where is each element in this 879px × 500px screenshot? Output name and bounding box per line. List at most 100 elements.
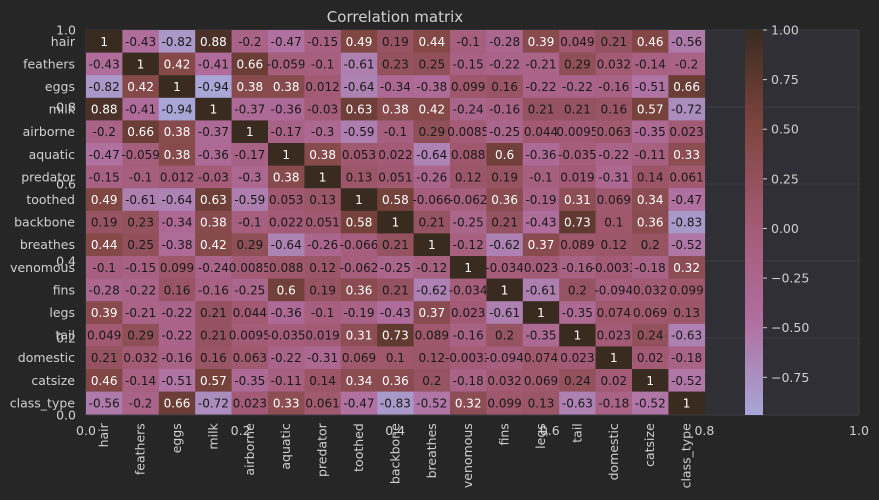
heatmap-cell: [522, 233, 560, 257]
heatmap-cell: [559, 165, 596, 189]
cell-value-label: -0.41: [125, 103, 156, 117]
cell-value-label: 0.023: [669, 125, 703, 139]
column-label: eggs: [169, 423, 184, 453]
heatmap-cell: [86, 143, 123, 166]
cell-value-label: 0.023: [524, 261, 558, 275]
heatmap-cell: [304, 97, 342, 121]
cell-value-label: 0.089: [415, 329, 449, 343]
cell-value-label: 0.63: [346, 103, 373, 117]
overlay-x-tick-label: 0.8: [694, 423, 714, 438]
heatmap-cell: [522, 256, 560, 279]
cell-value-label: 0.069: [342, 351, 376, 365]
heatmap-cell: [668, 233, 706, 257]
cell-value-label: 0.061: [669, 170, 703, 184]
colorbar-tick-label: 0.00: [771, 221, 799, 236]
heatmap-cell: [450, 120, 487, 144]
heatmap-cell: [377, 369, 414, 392]
cell-value-label: 0.012: [160, 170, 194, 184]
cell-value-label: 0.42: [418, 103, 445, 117]
row-label: legs: [49, 305, 75, 320]
heatmap-cell: [450, 346, 487, 370]
cell-value-label: 0.34: [346, 374, 373, 388]
heatmap-cell: [450, 97, 487, 121]
cell-value-label: -0.12: [416, 261, 447, 275]
cell-value-label: -0.52: [671, 238, 702, 252]
heatmap-cell: [595, 210, 633, 234]
heatmap-cell: [486, 165, 524, 189]
column-label: predator: [315, 422, 330, 477]
heatmap-cell: [486, 120, 524, 144]
heatmap-cell: [632, 391, 669, 415]
cell-value-label: 0.19: [91, 216, 118, 230]
heatmap-cell: [340, 301, 378, 325]
heatmap-cell: [595, 97, 633, 121]
cell-value-label: -0.034: [449, 283, 488, 297]
cell-value-label: 1: [428, 238, 436, 252]
cell-value-label: 0.32: [673, 261, 700, 275]
cell-value-label: -0.63: [671, 329, 702, 343]
heatmap-cell: [486, 233, 524, 257]
cell-value-label: 0.21: [528, 103, 555, 117]
cell-value-label: -0.19: [525, 193, 556, 207]
heatmap-cell: [522, 143, 560, 166]
heatmap-cell: [158, 143, 196, 166]
cell-value-label: 0.42: [127, 80, 154, 94]
colorbar: 1.00 0.75 0.50 0.25 0.00 −0.25 −0.50 −0.75: [745, 23, 809, 415]
heatmap-cell: [340, 97, 378, 121]
cell-value-label: 0.21: [564, 103, 591, 117]
cell-value-label: 0.1: [386, 351, 405, 365]
overlay-y-tick-label: 0.6: [56, 177, 76, 192]
cell-value-label: 0.58: [346, 216, 373, 230]
heatmap-cell: [595, 369, 633, 392]
row-label: hair: [51, 34, 76, 49]
heatmap-cell: [522, 188, 560, 212]
cell-value-label: -0.062: [449, 193, 488, 207]
heatmap-cell: [86, 301, 123, 325]
cell-value-label: 1: [537, 306, 545, 320]
heatmap-cell: [450, 323, 487, 347]
cell-value-label: -0.22: [161, 329, 192, 343]
heatmap-cell: [231, 323, 269, 347]
cell-value-label: 0.099: [160, 261, 194, 275]
heatmap-cell: [377, 233, 414, 257]
cell-value-label: 0.12: [455, 170, 482, 184]
cell-value-label: 0.38: [164, 148, 191, 162]
cell-value-label: -0.62: [416, 283, 447, 297]
heatmap-cell: [195, 75, 232, 99]
row-label: tail: [55, 328, 75, 343]
heatmap-cell: [268, 143, 305, 166]
heatmap-cell: [195, 369, 232, 392]
heatmap-cell: [522, 301, 560, 325]
colorbar-tick-label: −0.25: [771, 271, 809, 286]
row-label: venomous: [10, 260, 75, 275]
heatmap-cell: [340, 188, 378, 212]
heatmap-cell: [522, 323, 560, 347]
heatmap-cell: [522, 165, 560, 189]
cell-value-label: 0.66: [164, 396, 191, 410]
heatmap-cell: [377, 346, 414, 370]
heatmap-cell: [450, 143, 487, 166]
cell-value-label: 0.38: [382, 103, 409, 117]
heatmap-cell: [340, 210, 378, 234]
colorbar-tick-label: 0.25: [771, 171, 799, 186]
heatmap-cell: [522, 75, 560, 99]
heatmap-cell: [304, 52, 342, 76]
heatmap-cell: [413, 165, 451, 189]
colorbar-tick-label: −0.50: [771, 320, 809, 335]
heatmap-cell: [231, 75, 269, 99]
heatmap-cell: [86, 323, 123, 347]
cell-value-label: -0.16: [598, 80, 629, 94]
cell-value-label: 1: [246, 125, 254, 139]
cell-value-label: -0.1: [456, 35, 479, 49]
column-label: backbone: [387, 423, 402, 484]
heatmap-cell: [632, 278, 669, 302]
heatmap-cell: [231, 165, 269, 189]
overlay-x-tick-label: 0.2: [231, 423, 251, 438]
cell-value-label: -0.72: [198, 396, 229, 410]
heatmap-cell: [668, 30, 706, 53]
cell-value-label: -0.59: [343, 125, 374, 139]
heatmap-axis-labels: hair feathers eggs milk airborne aquatic preda…: [10, 34, 694, 489]
row-label: backbone: [14, 215, 75, 230]
heatmap-cell: [304, 30, 342, 53]
cell-value-label: -0.36: [525, 148, 556, 162]
